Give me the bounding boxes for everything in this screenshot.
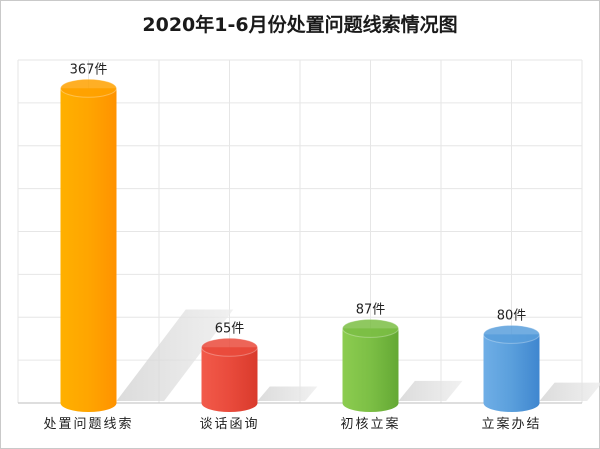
bar (342, 328, 399, 412)
bar-top (201, 337, 258, 357)
data-label: 87件 (356, 302, 386, 317)
data-label: 80件 (497, 308, 527, 323)
bar-shadow (116, 309, 234, 401)
data-label: 65件 (215, 321, 245, 336)
bar (483, 334, 540, 412)
bar (60, 88, 117, 413)
data-label: 367件 (70, 62, 108, 77)
category-label: 谈话函询 (199, 417, 259, 432)
bar-shadow (539, 382, 600, 401)
bar-top (342, 318, 399, 338)
data-labels: 367件 65件 87件 80件 (70, 62, 527, 336)
bar-top (483, 324, 540, 344)
category-label: 初核立案 (340, 417, 400, 432)
chart-title: 2020年1-6月份处置问题线索情况图 (142, 14, 458, 36)
bar-shadow (257, 386, 318, 401)
bar-shadows (116, 309, 600, 401)
bar-shadow (398, 380, 463, 401)
bars (60, 78, 540, 413)
bar (201, 347, 258, 412)
category-label: 立案办结 (481, 417, 541, 432)
bar-top (60, 78, 117, 98)
category-label: 处置问题线索 (43, 417, 133, 432)
category-labels: 处置问题线索 谈话函询 初核立案 立案办结 (43, 417, 541, 432)
